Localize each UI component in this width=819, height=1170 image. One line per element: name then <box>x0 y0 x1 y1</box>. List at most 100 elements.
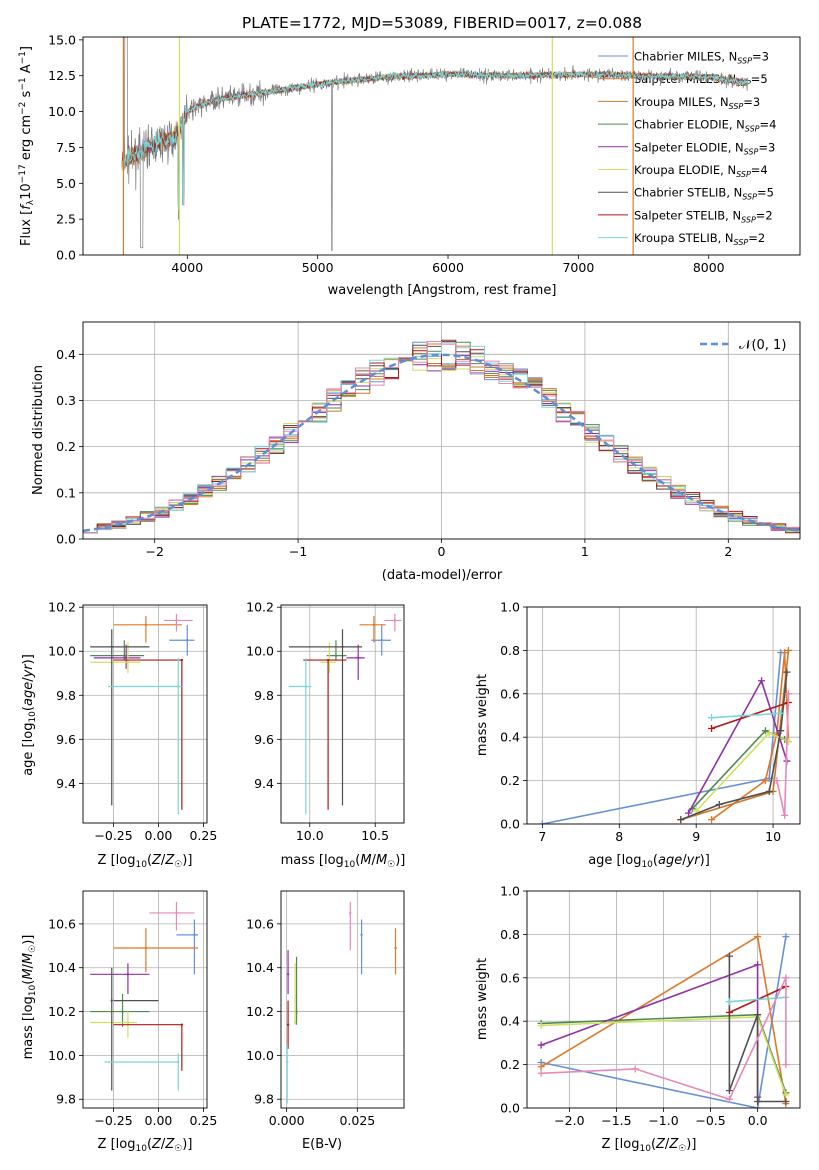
residuals-xtick-label-4: 2 <box>724 544 732 559</box>
weight_vs_Z-marker-chabrier_stelib-2 <box>754 1011 762 1019</box>
weight_vs_Z-marker-salpeter_elodie-1 <box>754 961 762 969</box>
weight_vs_Z-ytick-label-5: 1.0 <box>500 884 520 899</box>
weight_vs_Z-marker-chabrier_miles-1 <box>754 1104 762 1108</box>
age_vs_mass-point-5 <box>328 661 331 664</box>
weight_vs_age-ytick-label-4: 0.8 <box>500 643 520 658</box>
mass_vs_ebv-point-3 <box>295 1010 298 1013</box>
residuals-xtick-label-2: 0 <box>438 544 446 559</box>
weight_vs_age-marker-kroupa_stelib-0 <box>708 714 716 722</box>
mass_vs_Z-point-2 <box>175 911 178 915</box>
spectrum-xlabel: wavelength [Angstrom, rest frame] <box>328 283 557 298</box>
gaussian-legend-label: 𝒩(0, 1) <box>739 338 786 353</box>
residuals-xtick-label-0: −2 <box>145 544 163 559</box>
weight_vs_age-marker-salpeter_miles-1 <box>761 777 769 785</box>
weight_vs_age-xtick-label-1: 8 <box>615 829 623 844</box>
weight_vs_age-marker-kroupa_stelib-1 <box>777 709 785 717</box>
weight_vs_age-frame <box>526 606 801 825</box>
age_vs_mass-xtick-label-0: 10.0 <box>296 828 324 843</box>
weight_vs_Z-marker-chabrier_stelib-3 <box>754 1097 762 1105</box>
weight_vs_age-marker-kroupa_elodie-2 <box>784 738 792 746</box>
mass_vs_Z-panel: −0.25 0.00 0.25 9.8 10.0 10.2 10.4 10.6 <box>48 890 217 1128</box>
weight_vs_age-marker-chabrier_stelib-0 <box>677 816 685 824</box>
weight_vs_age-ytick-label-3: 0.6 <box>500 686 520 701</box>
weight_vs_age-marker-chabrier_stelib-4 <box>783 668 791 676</box>
weight_vs_Z-marker-salpeter_elodie-0 <box>537 1041 545 1049</box>
age_vs_Z-xtick-label-2: 0.25 <box>189 828 217 843</box>
residuals-xlabel: (data-model)/error <box>382 568 503 583</box>
spectrum-legend-label-6: Chabrier STELIB, NSSP=5 <box>634 186 774 202</box>
spectrum-xtick-label-1: 5000 <box>302 260 334 275</box>
weight_vs_Z-plot-area <box>527 891 800 1108</box>
massZ-ylabel: mass [log10(M/M☉)] <box>21 935 38 1060</box>
weight_vs_Z-marker-salpeter_miles-0 <box>537 1063 545 1071</box>
weight_vs_Z-ytick-label-1: 0.2 <box>500 1057 520 1072</box>
weight_vs_Z-marker-salpeter_miles-1 <box>754 933 762 941</box>
wZ-ylabel: mass weight <box>475 958 490 1040</box>
spectrum-legend-label-5: Kroupa ELODIE, NSSP=4 <box>634 163 768 179</box>
mass_vs_Z-ytick-label-1: 10.0 <box>48 1048 76 1063</box>
weight_vs_age-marker-chabrier_stelib-1 <box>715 800 723 808</box>
agemass-xlabel: mass [log10(M/M☉)] <box>281 853 406 870</box>
age_vs_mass-point-6 <box>341 645 344 649</box>
weight_vs_Z-ytick-label-2: 0.4 <box>500 1014 520 1029</box>
age_vs_mass-ytick-label-0: 9.4 <box>254 776 274 791</box>
age_vs_mass-point-0 <box>380 639 383 642</box>
mass_vs_Z-point-5 <box>126 1021 130 1024</box>
spectrum-ytick-label-6: 15.0 <box>48 32 76 47</box>
age_vs_Z-frame <box>82 604 208 824</box>
mass_vs_Z-ytick-label-0: 9.8 <box>56 1092 76 1107</box>
residuals-panel: −2 −1 0 1 2 0.0 0.1 0.2 0.3 0.4 <box>56 321 801 559</box>
mass_vs_Z-point-7 <box>180 1023 184 1026</box>
mass_vs_Z-point-6 <box>110 999 113 1002</box>
weight_vs_age-marker-kroupa_miles-2 <box>784 646 792 654</box>
spectrum-xtick-label-3: 7000 <box>562 260 594 275</box>
mass_vs_ebv-point-7 <box>286 1060 289 1064</box>
mass_vs_ebv-xtick-label-0: 0.000 <box>269 1113 305 1128</box>
weight_vs_age-ytick-label-5: 1.0 <box>500 600 520 615</box>
wZ-xlabel: Z [log10(Z/Z☉)] <box>602 1137 697 1154</box>
weight_vs_Z-marker-chabrier_miles-2 <box>782 933 790 941</box>
weight_vs_age-marker-chabrier_stelib-2 <box>765 787 773 795</box>
age_vs_mass-panel: 10.0 10.5 9.4 9.6 9.8 10.0 10.2 <box>246 600 405 843</box>
residuals-xtick-label-1: −1 <box>289 544 307 559</box>
age_vs_mass-ytick-label-2: 9.8 <box>254 688 274 703</box>
age_vs_Z-ytick-label-0: 9.4 <box>56 776 76 791</box>
mass_vs_ebv-point-2 <box>349 911 352 915</box>
age_vs_mass-point-4 <box>357 656 360 660</box>
weight_vs_Z-frame <box>526 890 801 1109</box>
spectrum-xtick-label-0: 4000 <box>171 260 203 275</box>
weight_vs_Z-line-salpeter_elodie <box>540 963 759 1098</box>
age_vs_mass-ytick-label-1: 9.6 <box>254 732 274 747</box>
weight_vs_Z-marker-chabrier_stelib-0 <box>725 952 733 960</box>
spectrum-ytick-label-1: 2.5 <box>56 212 76 227</box>
residuals-ytick-label-4: 0.4 <box>56 347 76 362</box>
mass_vs_ebv-point-5 <box>293 1021 297 1024</box>
weight_vs_age-marker-extra_pink-0 <box>773 777 781 785</box>
residuals-ylabel: Normed distribution <box>31 365 46 495</box>
weight_vs_age-marker-kroupa_elodie-1 <box>765 729 773 737</box>
spectrum-legend-label-2: Kroupa MILES, NSSP=3 <box>634 95 760 111</box>
weight_vs_Z-ytick-label-3: 0.6 <box>500 970 520 985</box>
age_vs_Z-xtick-label-1: 0.00 <box>145 828 173 843</box>
weight_vs_Z-marker-chabrier_stelib-4 <box>782 1097 790 1105</box>
mass_vs_ebv-plot-area <box>281 891 404 1108</box>
weight_vs_age-marker-salpeter_miles-0 <box>708 816 716 824</box>
weight_vs_age-ytick-label-0: 0.0 <box>500 817 520 832</box>
mass_vs_ebv-panel: 0.000 0.025 9.8 10.0 10.2 10.4 10.6 <box>246 890 405 1128</box>
age_vs_Z-ytick-label-3: 10.0 <box>48 644 76 659</box>
age_vs_Z-point-8 <box>177 685 180 688</box>
weight_vs_age-ytick-label-1: 0.2 <box>500 773 520 788</box>
mass_vs_ebv-frame <box>280 890 405 1109</box>
spectrum-ytick-label-2: 5.0 <box>56 176 76 191</box>
age_vs_Z-point-3 <box>123 654 126 657</box>
wage-ylabel: mass weight <box>475 674 490 756</box>
age_vs_Z-point-2 <box>175 619 178 622</box>
residuals-ytick-label-2: 0.2 <box>56 439 76 454</box>
residual-hist-kroupa_stelib <box>83 342 800 534</box>
weight_vs_Z-marker-salpeter_stelib-0 <box>725 1009 733 1017</box>
mass_vs_ebv-point-1 <box>394 946 397 950</box>
residuals-ytick-label-1: 0.1 <box>56 485 76 500</box>
weight_vs_Z-xtick-label-3: −0.5 <box>695 1113 725 1128</box>
mass_vs_Z-frame <box>82 890 208 1109</box>
